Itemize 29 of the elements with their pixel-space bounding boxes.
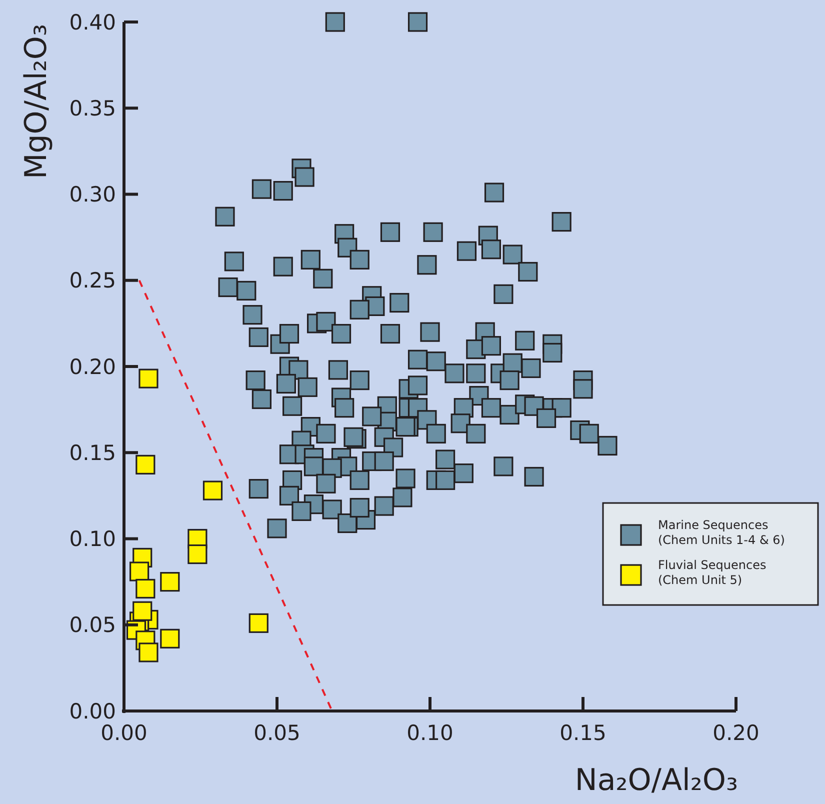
y-tick-label: 0.20 — [69, 354, 116, 379]
point — [202, 480, 223, 500]
y-tick-label: 0.10 — [69, 527, 116, 552]
y-tick-label: 0.05 — [69, 613, 116, 638]
y-tick-label: 0.15 — [69, 440, 116, 465]
y-tick-label: 0.40 — [69, 10, 116, 34]
y-tick-label: 0.00 — [69, 699, 116, 724]
y-tick-label: 0.35 — [69, 96, 116, 120]
x-tick-label: 0.05 — [254, 721, 300, 745]
point — [188, 544, 208, 564]
point — [138, 642, 158, 662]
point — [136, 578, 156, 599]
point — [136, 454, 156, 474]
point — [160, 572, 180, 592]
x-tick-label: 0.20 — [712, 721, 760, 745]
x-axis-title: Na₂O/Al₂O₃ — [574, 763, 738, 798]
y-tick-label: 0.30 — [69, 182, 116, 207]
x-tick-label: 0.15 — [560, 721, 606, 745]
legend-label: Marine Sequences (Chem Units 1-4 & 6) — [658, 518, 785, 547]
point — [130, 562, 150, 582]
x-tick-label: 0.00 — [100, 721, 148, 745]
x-tick-label: 0.10 — [406, 721, 454, 745]
point — [160, 628, 180, 648]
y-tick-label: 0.25 — [69, 268, 116, 293]
legend-label: Fluvial Sequences (Chem Unit 5) — [658, 558, 766, 587]
y-axis-title: MgO/Al₂O₃ — [19, 24, 54, 180]
point — [138, 368, 158, 388]
point — [132, 601, 152, 621]
point — [248, 613, 268, 633]
